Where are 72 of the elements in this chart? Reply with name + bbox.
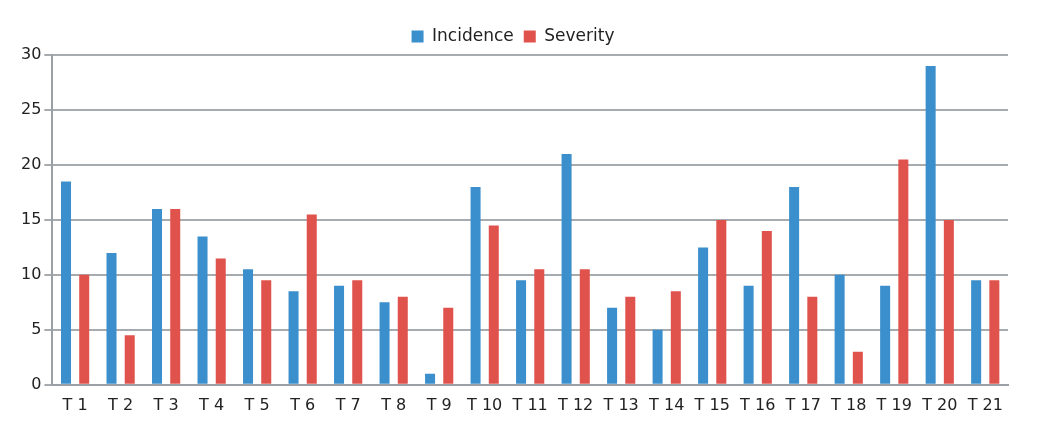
bar: [288, 291, 299, 384]
bar: [807, 296, 818, 384]
x-tick-label: T 1: [61, 394, 88, 414]
bar: [789, 186, 800, 384]
x-tick-label: T 11: [511, 394, 548, 414]
bar: [698, 247, 709, 384]
x-tick-label: T 15: [693, 394, 730, 414]
bar: [852, 351, 863, 384]
bar: [880, 285, 891, 384]
x-tick-label: T 14: [648, 394, 685, 414]
x-tick-label: T 2: [107, 394, 134, 414]
bar: [943, 219, 954, 384]
bar: [652, 329, 663, 384]
bar: [197, 236, 208, 384]
bar: [106, 252, 117, 384]
legend-label: Incidence: [432, 24, 514, 45]
x-tick-label: T 10: [466, 394, 503, 414]
x-tick-label: T 13: [602, 394, 639, 414]
bar: [761, 230, 772, 384]
x-tick-label: T 16: [739, 394, 776, 414]
x-tick-label: T 4: [198, 394, 225, 414]
x-tick-label: T 17: [784, 394, 821, 414]
x-tick-label: T 21: [966, 394, 1003, 414]
x-tick-label: T 19: [875, 394, 912, 414]
bar: [925, 65, 936, 384]
x-tick-label: T 8: [380, 394, 407, 414]
bar: [534, 269, 545, 384]
legend-label: Severity: [544, 24, 615, 45]
bar: [152, 208, 163, 384]
bar: [61, 181, 72, 384]
bar: [898, 159, 909, 384]
bar: [607, 307, 618, 384]
bar: [425, 373, 436, 384]
bar: [743, 285, 754, 384]
bar: [516, 280, 527, 384]
bar: [971, 280, 982, 384]
x-tick-label: T 18: [830, 394, 867, 414]
bar: [352, 280, 363, 384]
bar: [989, 280, 1000, 384]
bar: [716, 219, 727, 384]
bar: [306, 214, 317, 384]
bar: [625, 296, 636, 384]
x-tick-label: T 20: [921, 394, 958, 414]
y-tick-label: 15: [21, 209, 42, 229]
bar: [215, 258, 226, 384]
y-tick-label: 20: [21, 154, 42, 174]
x-tick-label: T 9: [425, 394, 452, 414]
x-tick-label: T 3: [152, 394, 179, 414]
y-tick-label: 10: [21, 264, 42, 284]
bar: [561, 153, 572, 384]
bar: [488, 225, 499, 384]
x-tick-label: T 7: [334, 394, 361, 414]
bar: [670, 291, 681, 384]
bar: [243, 269, 254, 384]
bar: [470, 186, 481, 384]
bar: [579, 269, 590, 384]
x-tick-label: T 12: [557, 394, 594, 414]
bar: [379, 302, 390, 384]
bar: [443, 307, 454, 384]
y-tick-label: 25: [21, 99, 42, 119]
y-tick-label: 5: [31, 318, 42, 338]
bar: [397, 296, 408, 384]
y-tick-label: 0: [31, 373, 42, 393]
bar: [334, 285, 345, 384]
bar: [834, 274, 845, 384]
y-tick-label: 30: [21, 44, 42, 64]
bar: [170, 208, 181, 384]
x-tick-label: T 5: [243, 394, 270, 414]
bar: [124, 335, 135, 384]
bar: [79, 274, 90, 384]
bar: [261, 280, 272, 384]
x-tick-label: T 6: [289, 394, 316, 414]
